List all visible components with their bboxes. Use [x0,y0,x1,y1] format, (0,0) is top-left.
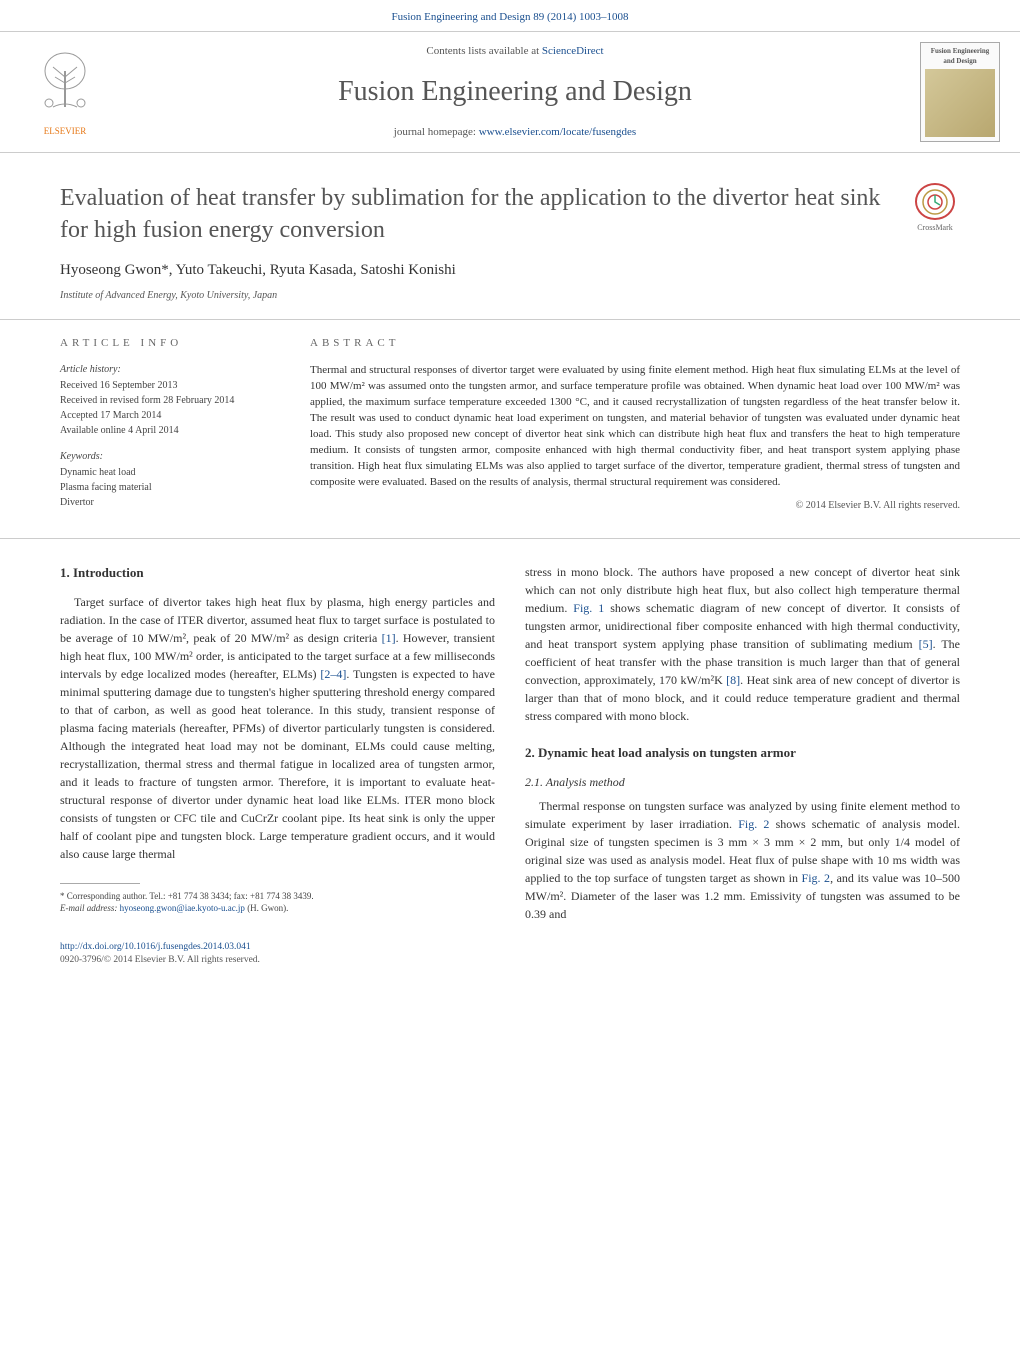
contents-available-line: Contents lists available at ScienceDirec… [110,44,920,59]
ref-link-1[interactable]: [1] [382,631,396,645]
journal-cover-image [925,69,995,137]
doi-block: http://dx.doi.org/10.1016/j.fusengdes.20… [0,931,1020,988]
keyword: Plasma facing material [60,481,274,495]
abstract-copyright: © 2014 Elsevier B.V. All rights reserved… [310,499,960,513]
masthead: ELSEVIER Contents lists available at Sci… [0,31,1020,153]
left-column: 1. Introduction Target surface of divert… [60,563,495,931]
keywords-title: Keywords: [60,450,274,464]
ref-link-5[interactable]: [5] [919,637,933,651]
article-info: ARTICLE INFO Article history: Received 1… [60,320,290,538]
article-title: Evaluation of heat transfer by sublimati… [60,183,890,245]
history-title: Article history: [60,363,274,377]
authors-line: Hyoseong Gwon*, Yuto Takeuchi, Ryuta Kas… [0,256,1020,285]
fig-2-link[interactable]: Fig. 2 [738,817,769,831]
intro-paragraph-1: Target surface of divertor takes high he… [60,593,495,863]
journal-name: Fusion Engineering and Design [110,72,920,111]
history-line: Available online 4 April 2014 [60,424,274,438]
affiliation: Institute of Advanced Energy, Kyoto Univ… [0,285,1020,319]
contents-prefix: Contents lists available at [426,45,541,57]
corresponding-author-footnote: * Corresponding author. Tel.: +81 774 38… [60,890,495,915]
doi-link[interactable]: http://dx.doi.org/10.1016/j.fusengdes.20… [60,942,251,952]
elsevier-wordmark: ELSEVIER [44,125,87,138]
authors-text: Hyoseong Gwon*, Yuto Takeuchi, Ryuta Kas… [60,262,456,278]
corr-author-line: * Corresponding author. Tel.: +81 774 38… [60,890,495,903]
homepage-link[interactable]: www.elsevier.com/locate/fusengdes [479,126,637,138]
section-2-1-heading: 2.1. Analysis method [525,773,960,791]
keyword: Dynamic heat load [60,466,274,480]
body-columns: 1. Introduction Target surface of divert… [0,539,1020,931]
ref-link-8[interactable]: [8] [726,673,740,687]
history-line: Received in revised form 28 February 201… [60,394,274,408]
abstract-text: Thermal and structural responses of dive… [310,363,960,491]
corr-email-line: E-mail address: hyoseong.gwon@iae.kyoto-… [60,902,495,915]
article-info-header: ARTICLE INFO [60,336,274,351]
keyword: Divertor [60,496,274,510]
journal-cover-thumbnail: Fusion Engineering and Design [920,42,1000,142]
elsevier-logo: ELSEVIER [20,42,110,142]
crossmark-label: CrossMark [917,222,953,233]
sciencedirect-link[interactable]: ScienceDirect [542,45,604,57]
header-journal-ref: Fusion Engineering and Design 89 (2014) … [0,0,1020,31]
journal-cover-title: Fusion Engineering and Design [925,47,995,67]
crossmark-badge[interactable]: CrossMark [910,183,960,233]
corr-email-link[interactable]: hyoseong.gwon@iae.kyoto-u.ac.jp [120,903,245,913]
email-label: E-mail address: [60,903,120,913]
article-history-block: Article history: Received 16 September 2… [60,363,274,438]
masthead-center: Contents lists available at ScienceDirec… [110,44,920,140]
history-line: Accepted 17 March 2014 [60,409,274,423]
fig-1-link[interactable]: Fig. 1 [573,601,604,615]
info-abstract-row: ARTICLE INFO Article history: Received 1… [0,319,1020,539]
elsevier-tree-icon [35,47,95,125]
history-line: Received 16 September 2013 [60,379,274,393]
section-1-heading: 1. Introduction [60,563,495,583]
abstract: ABSTRACT Thermal and structural response… [290,320,960,538]
footnote-rule [60,883,140,884]
crossmark-icon [915,183,955,220]
intro-paragraph-2: stress in mono block. The authors have p… [525,563,960,725]
abstract-header: ABSTRACT [310,336,960,351]
ref-link-2-4[interactable]: [2–4] [320,667,346,681]
email-suffix: (H. Gwon). [245,903,289,913]
issn-copyright-line: 0920-3796/© 2014 Elsevier B.V. All right… [60,955,260,965]
header-journal-ref-link[interactable]: Fusion Engineering and Design 89 (2014) … [391,11,628,23]
homepage-line: journal homepage: www.elsevier.com/locat… [110,125,920,140]
method-paragraph-1: Thermal response on tungsten surface was… [525,797,960,923]
homepage-prefix: journal homepage: [394,126,479,138]
section-2-heading: 2. Dynamic heat load analysis on tungste… [525,743,960,763]
keywords-block: Keywords: Dynamic heat load Plasma facin… [60,450,274,510]
fig-2-link-b[interactable]: Fig. 2 [802,871,831,885]
right-column: stress in mono block. The authors have p… [525,563,960,931]
text-run: . Tungsten is expected to have minimal s… [60,667,495,861]
